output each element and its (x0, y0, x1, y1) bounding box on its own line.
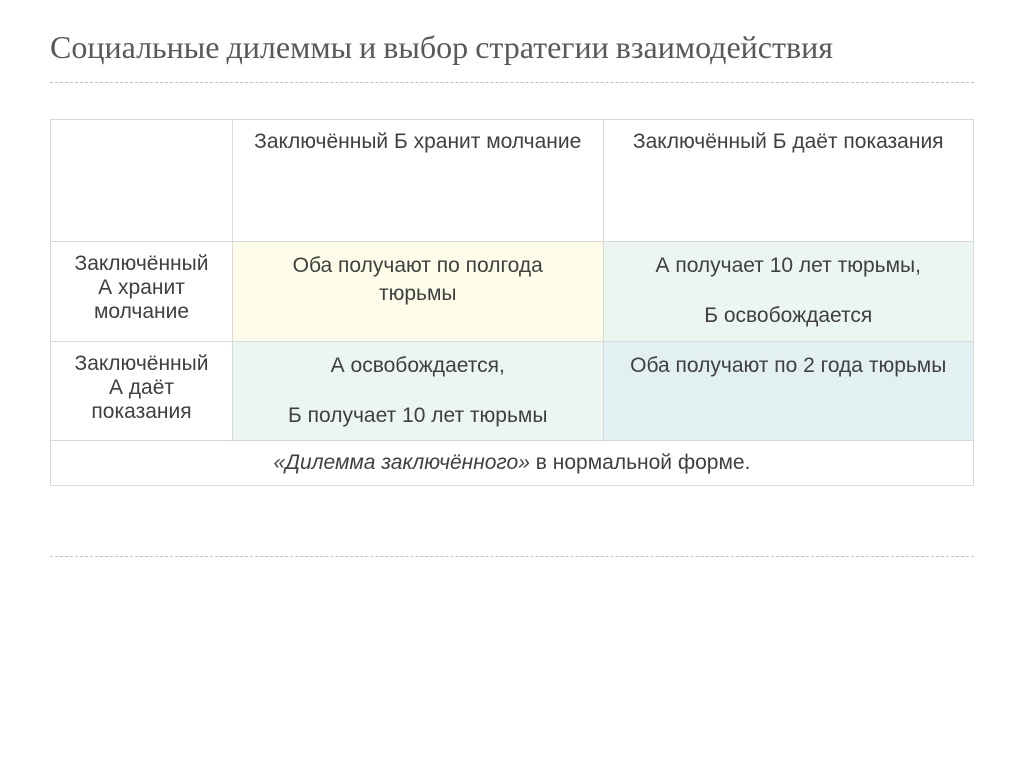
table-row: Заключённый А даёт показания А освобожда… (51, 341, 974, 441)
cell-line: А получает 10 лет тюрьмы, (622, 252, 956, 280)
cell-a-silent-b-testify: А получает 10 лет тюрьмы, Б освобождаетс… (603, 242, 974, 342)
table-row: Заключённый А хранит молчание Оба получа… (51, 242, 974, 342)
cell-line: Б освобождается (622, 302, 956, 330)
title-divider (50, 82, 974, 83)
table-caption: «Дилемма заключённого» в нормальной форм… (51, 441, 974, 486)
col-header-b-silent: Заключённый Б хранит молчание (233, 120, 604, 242)
row-header-a-testify: Заключённый А даёт показания (51, 341, 233, 441)
col-header-b-testify: Заключённый Б даёт показания (603, 120, 974, 242)
caption-row: «Дилемма заключённого» в нормальной форм… (51, 441, 974, 486)
cell-a-testify-b-testify: Оба получают по 2 года тюрьмы (603, 341, 974, 441)
payoff-matrix-table: Заключённый Б хранит молчание Заключённы… (50, 119, 974, 486)
cell-a-silent-b-silent: Оба получают по полгода тюрьмы (233, 242, 604, 342)
slide-title: Социальные дилеммы и выбор стратегии вза… (50, 28, 974, 68)
caption-rest: в нормальной форме. (530, 451, 751, 474)
cell-line: Оба получают по полгода тюрьмы (251, 252, 585, 309)
corner-cell (51, 120, 233, 242)
bottom-divider (50, 556, 974, 557)
cell-line: А освобождается, (251, 352, 585, 380)
cell-line: Б получает 10 лет тюрьмы (251, 402, 585, 430)
cell-a-testify-b-silent: А освобождается, Б получает 10 лет тюрьм… (233, 341, 604, 441)
caption-italic: «Дилемма заключённого» (274, 451, 530, 474)
cell-line: Оба получают по 2 года тюрьмы (622, 352, 956, 380)
row-header-a-silent: Заключённый А хранит молчание (51, 242, 233, 342)
table-header-row: Заключённый Б хранит молчание Заключённы… (51, 120, 974, 242)
